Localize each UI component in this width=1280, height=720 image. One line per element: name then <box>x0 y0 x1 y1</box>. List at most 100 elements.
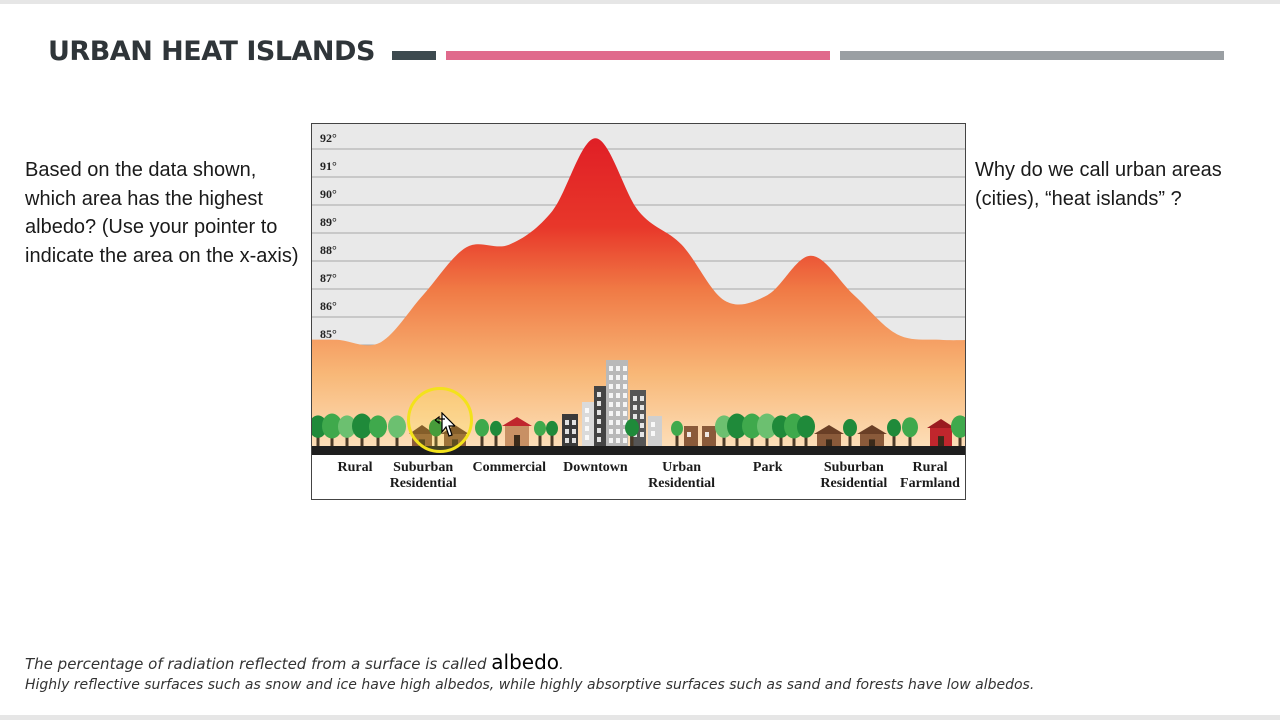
window-icon <box>609 375 613 380</box>
tree-trunk <box>376 430 380 446</box>
window-icon <box>609 438 613 443</box>
x-category-label: Rural <box>913 460 948 475</box>
tree-trunk <box>958 430 962 446</box>
title-accent-bar-dark <box>392 51 436 60</box>
tree-trunk <box>550 430 554 446</box>
window-icon <box>597 401 601 406</box>
tree-icon <box>727 413 747 439</box>
y-tick-label: 91° <box>320 159 337 173</box>
window-icon <box>616 438 620 443</box>
tree-trunk <box>395 430 399 446</box>
albedo-note: Highly reflective surfaces such as snow … <box>25 677 1035 693</box>
albedo-term: albedo <box>491 650 560 674</box>
door-icon <box>826 439 832 446</box>
temperature-area <box>312 138 965 454</box>
x-category-label: Rural <box>338 460 373 475</box>
tree-icon <box>352 413 372 439</box>
roof-icon <box>502 417 532 426</box>
window-icon <box>633 396 637 401</box>
bottom-rule <box>0 715 1280 720</box>
x-category-label: Park <box>753 460 783 475</box>
window-icon <box>705 432 709 437</box>
tree-trunk <box>892 430 896 446</box>
x-category-label: Commercial <box>472 460 546 475</box>
window-icon <box>609 402 613 407</box>
window-icon <box>572 420 576 425</box>
top-rule <box>0 0 1280 4</box>
roof-icon <box>814 425 844 434</box>
tree-trunk <box>538 430 542 446</box>
window-icon <box>623 366 627 371</box>
ground-strip <box>312 446 965 455</box>
y-tick-label: 87° <box>320 271 337 285</box>
y-tick-label: 86° <box>320 299 337 313</box>
y-tick-label: 88° <box>320 243 337 257</box>
window-icon <box>597 428 601 433</box>
question-heat-islands: Why do we call urban areas (cities), “he… <box>975 159 1222 210</box>
window-icon <box>640 432 644 437</box>
question-albedo: Based on the data shown, which area has … <box>25 159 299 267</box>
window-icon <box>623 438 627 443</box>
window-icon <box>585 417 589 422</box>
tree-icon <box>625 419 639 437</box>
window-icon <box>623 402 627 407</box>
tree-icon <box>475 419 489 437</box>
door-icon <box>938 436 944 446</box>
window-icon <box>609 393 613 398</box>
window-icon <box>616 402 620 407</box>
x-category-label: Downtown <box>563 460 628 475</box>
window-icon <box>609 384 613 389</box>
window-icon <box>585 435 589 440</box>
door-icon <box>514 435 520 446</box>
x-category-label: Urban <box>662 460 701 475</box>
window-icon <box>616 375 620 380</box>
tree-icon <box>490 420 502 436</box>
slide-title: URBAN HEAT ISLANDS <box>48 36 375 67</box>
x-category-label-line2: Residential <box>390 476 457 491</box>
tree-trunk <box>675 430 679 446</box>
move-cursor-icon <box>434 412 455 437</box>
window-icon <box>585 408 589 413</box>
tree-trunk <box>345 430 349 446</box>
y-tick-label: 92° <box>320 131 337 145</box>
tree-trunk <box>722 430 726 446</box>
window-icon <box>616 429 620 434</box>
window-icon <box>633 414 637 419</box>
tree-icon <box>902 417 918 438</box>
tree-icon <box>338 415 356 438</box>
window-icon <box>616 411 620 416</box>
window-icon <box>633 405 637 410</box>
window-icon <box>616 384 620 389</box>
window-icon <box>597 410 601 415</box>
window-icon <box>609 411 613 416</box>
tree-icon <box>887 419 901 437</box>
tree-icon <box>671 420 683 436</box>
window-icon <box>616 393 620 398</box>
window-icon <box>687 432 691 437</box>
window-icon <box>572 438 576 443</box>
x-category-label-line2: Residential <box>820 476 887 491</box>
window-icon <box>565 438 569 443</box>
window-icon <box>616 366 620 371</box>
x-category-label-line2: Farmland <box>900 476 960 491</box>
tree-trunk <box>908 430 912 446</box>
window-icon <box>597 437 601 442</box>
window-icon <box>585 426 589 431</box>
y-tick-label: 89° <box>320 215 337 229</box>
x-category-label: Suburban <box>393 460 453 475</box>
window-icon <box>651 431 655 436</box>
tree-icon <box>388 415 406 438</box>
window-icon <box>597 392 601 397</box>
window-icon <box>609 420 613 425</box>
window-icon <box>623 384 627 389</box>
y-tick-label: 90° <box>320 187 337 201</box>
tree-trunk <box>804 430 808 446</box>
window-icon <box>565 420 569 425</box>
window-icon <box>623 411 627 416</box>
heat-island-chart[interactable]: 85° 86° 87° 88° 89° 90° 91° 92° Rural Suburban Re… <box>311 123 966 500</box>
chart-svg: 85°86°87°88°89°90°91°92° Rural SuburbanRe… <box>312 124 965 491</box>
y-tick-label: 85° <box>320 327 337 341</box>
tree-trunk <box>480 430 484 446</box>
tree-trunk <box>494 430 498 446</box>
window-icon <box>640 396 644 401</box>
